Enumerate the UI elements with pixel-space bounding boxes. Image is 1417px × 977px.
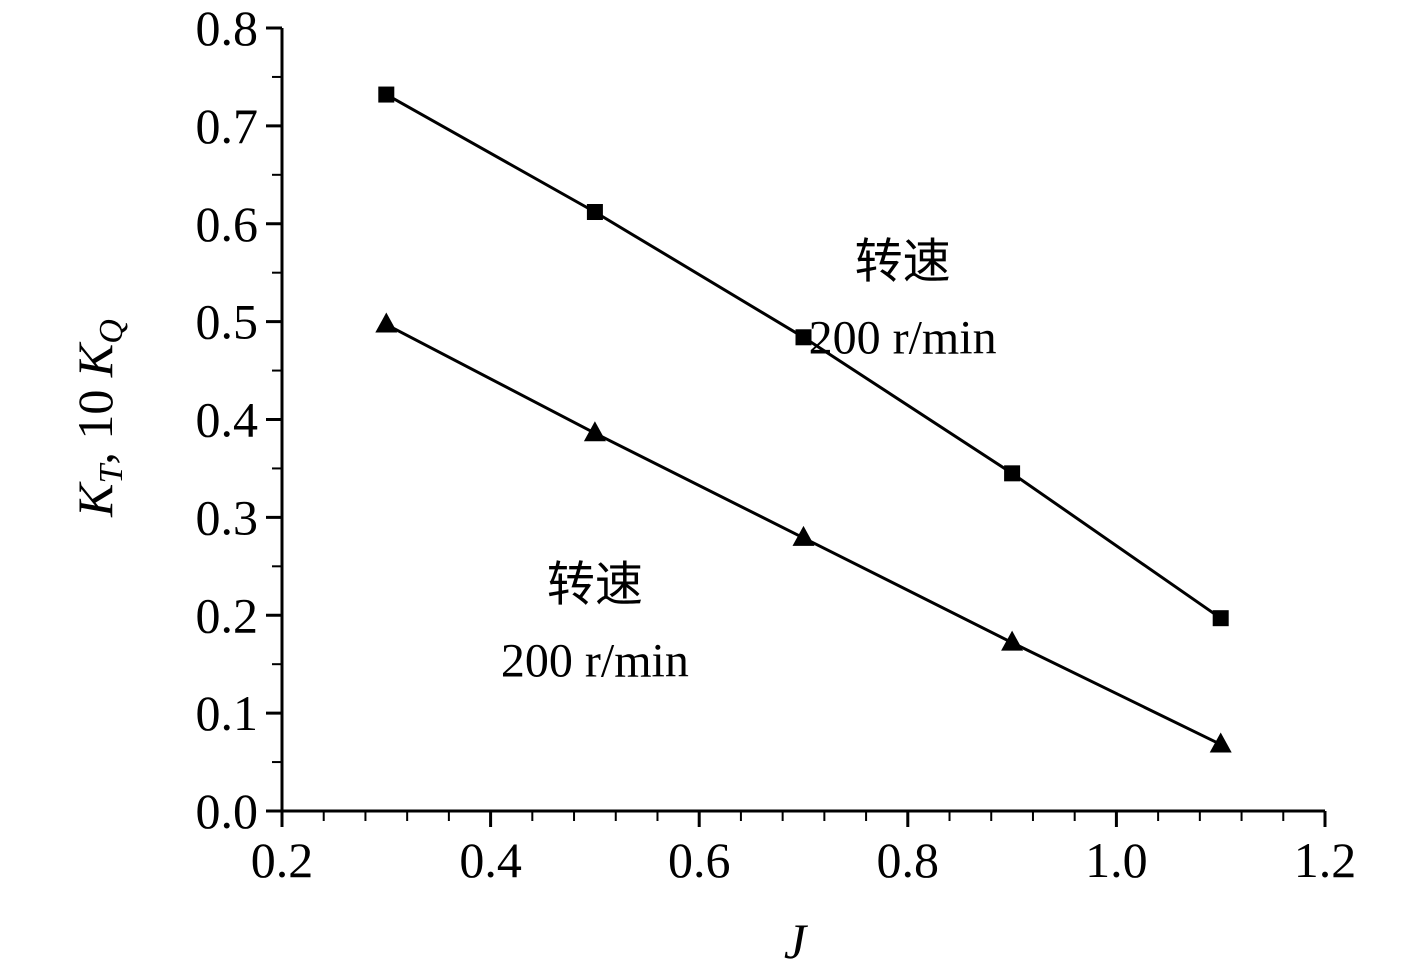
data-point-square (795, 329, 812, 346)
x-tick-label: 0.8 (877, 832, 940, 888)
y-axis-title-part: T (93, 462, 130, 483)
annotation-value: 200 r/min (501, 635, 689, 688)
x-tick-label: 1.0 (1085, 832, 1148, 888)
x-axis-title: J (784, 913, 809, 969)
annotation-label: 转速 (547, 559, 643, 612)
annotation-value: 200 r/min (809, 312, 997, 365)
data-point-triangle (792, 525, 815, 546)
y-tick-label: 0.4 (196, 392, 259, 448)
x-tick-label: 1.2 (1294, 832, 1357, 888)
y-axis-title: KT, 10 KQ (67, 319, 130, 518)
y-axis-title-part: K (67, 481, 123, 518)
y-tick-label: 0.0 (196, 783, 259, 839)
y-tick-label: 0.8 (196, 0, 259, 56)
y-tick-label: 0.7 (196, 98, 259, 154)
data-point-square (1004, 465, 1021, 482)
series-layer (375, 86, 1232, 753)
data-point-square (1212, 610, 1229, 627)
x-tick-label: 0.2 (251, 832, 314, 888)
x-tick-label: 0.6 (668, 832, 731, 888)
data-point-square (586, 204, 603, 221)
axes: 0.0 0.1 0.2 0.3 0.4 0.5 0.6 0.7 0.8 0.2 0.4 0.6 0.8 1… (196, 0, 1357, 888)
y-axis-title-part: Q (93, 319, 130, 344)
x-tick-label: 0.4 (459, 832, 522, 888)
annotation-label: 转速 (855, 236, 951, 289)
data-point-triangle (583, 421, 606, 442)
y-axis-title-part: , 10 (67, 377, 123, 465)
annotations: 转速 200 r/min 转速 200 r/min (501, 236, 997, 688)
y-tick-label: 0.2 (196, 587, 259, 643)
data-point-triangle (1001, 630, 1024, 651)
data-point-triangle (375, 312, 398, 333)
y-tick-label: 0.3 (196, 489, 259, 545)
data-point-square (378, 86, 395, 103)
data-point-triangle (1209, 732, 1232, 753)
y-axis-title-part: K (67, 341, 123, 378)
y-tick-label: 0.5 (196, 294, 259, 350)
y-tick-label: 0.1 (196, 685, 259, 741)
y-tick-label: 0.6 (196, 196, 259, 252)
